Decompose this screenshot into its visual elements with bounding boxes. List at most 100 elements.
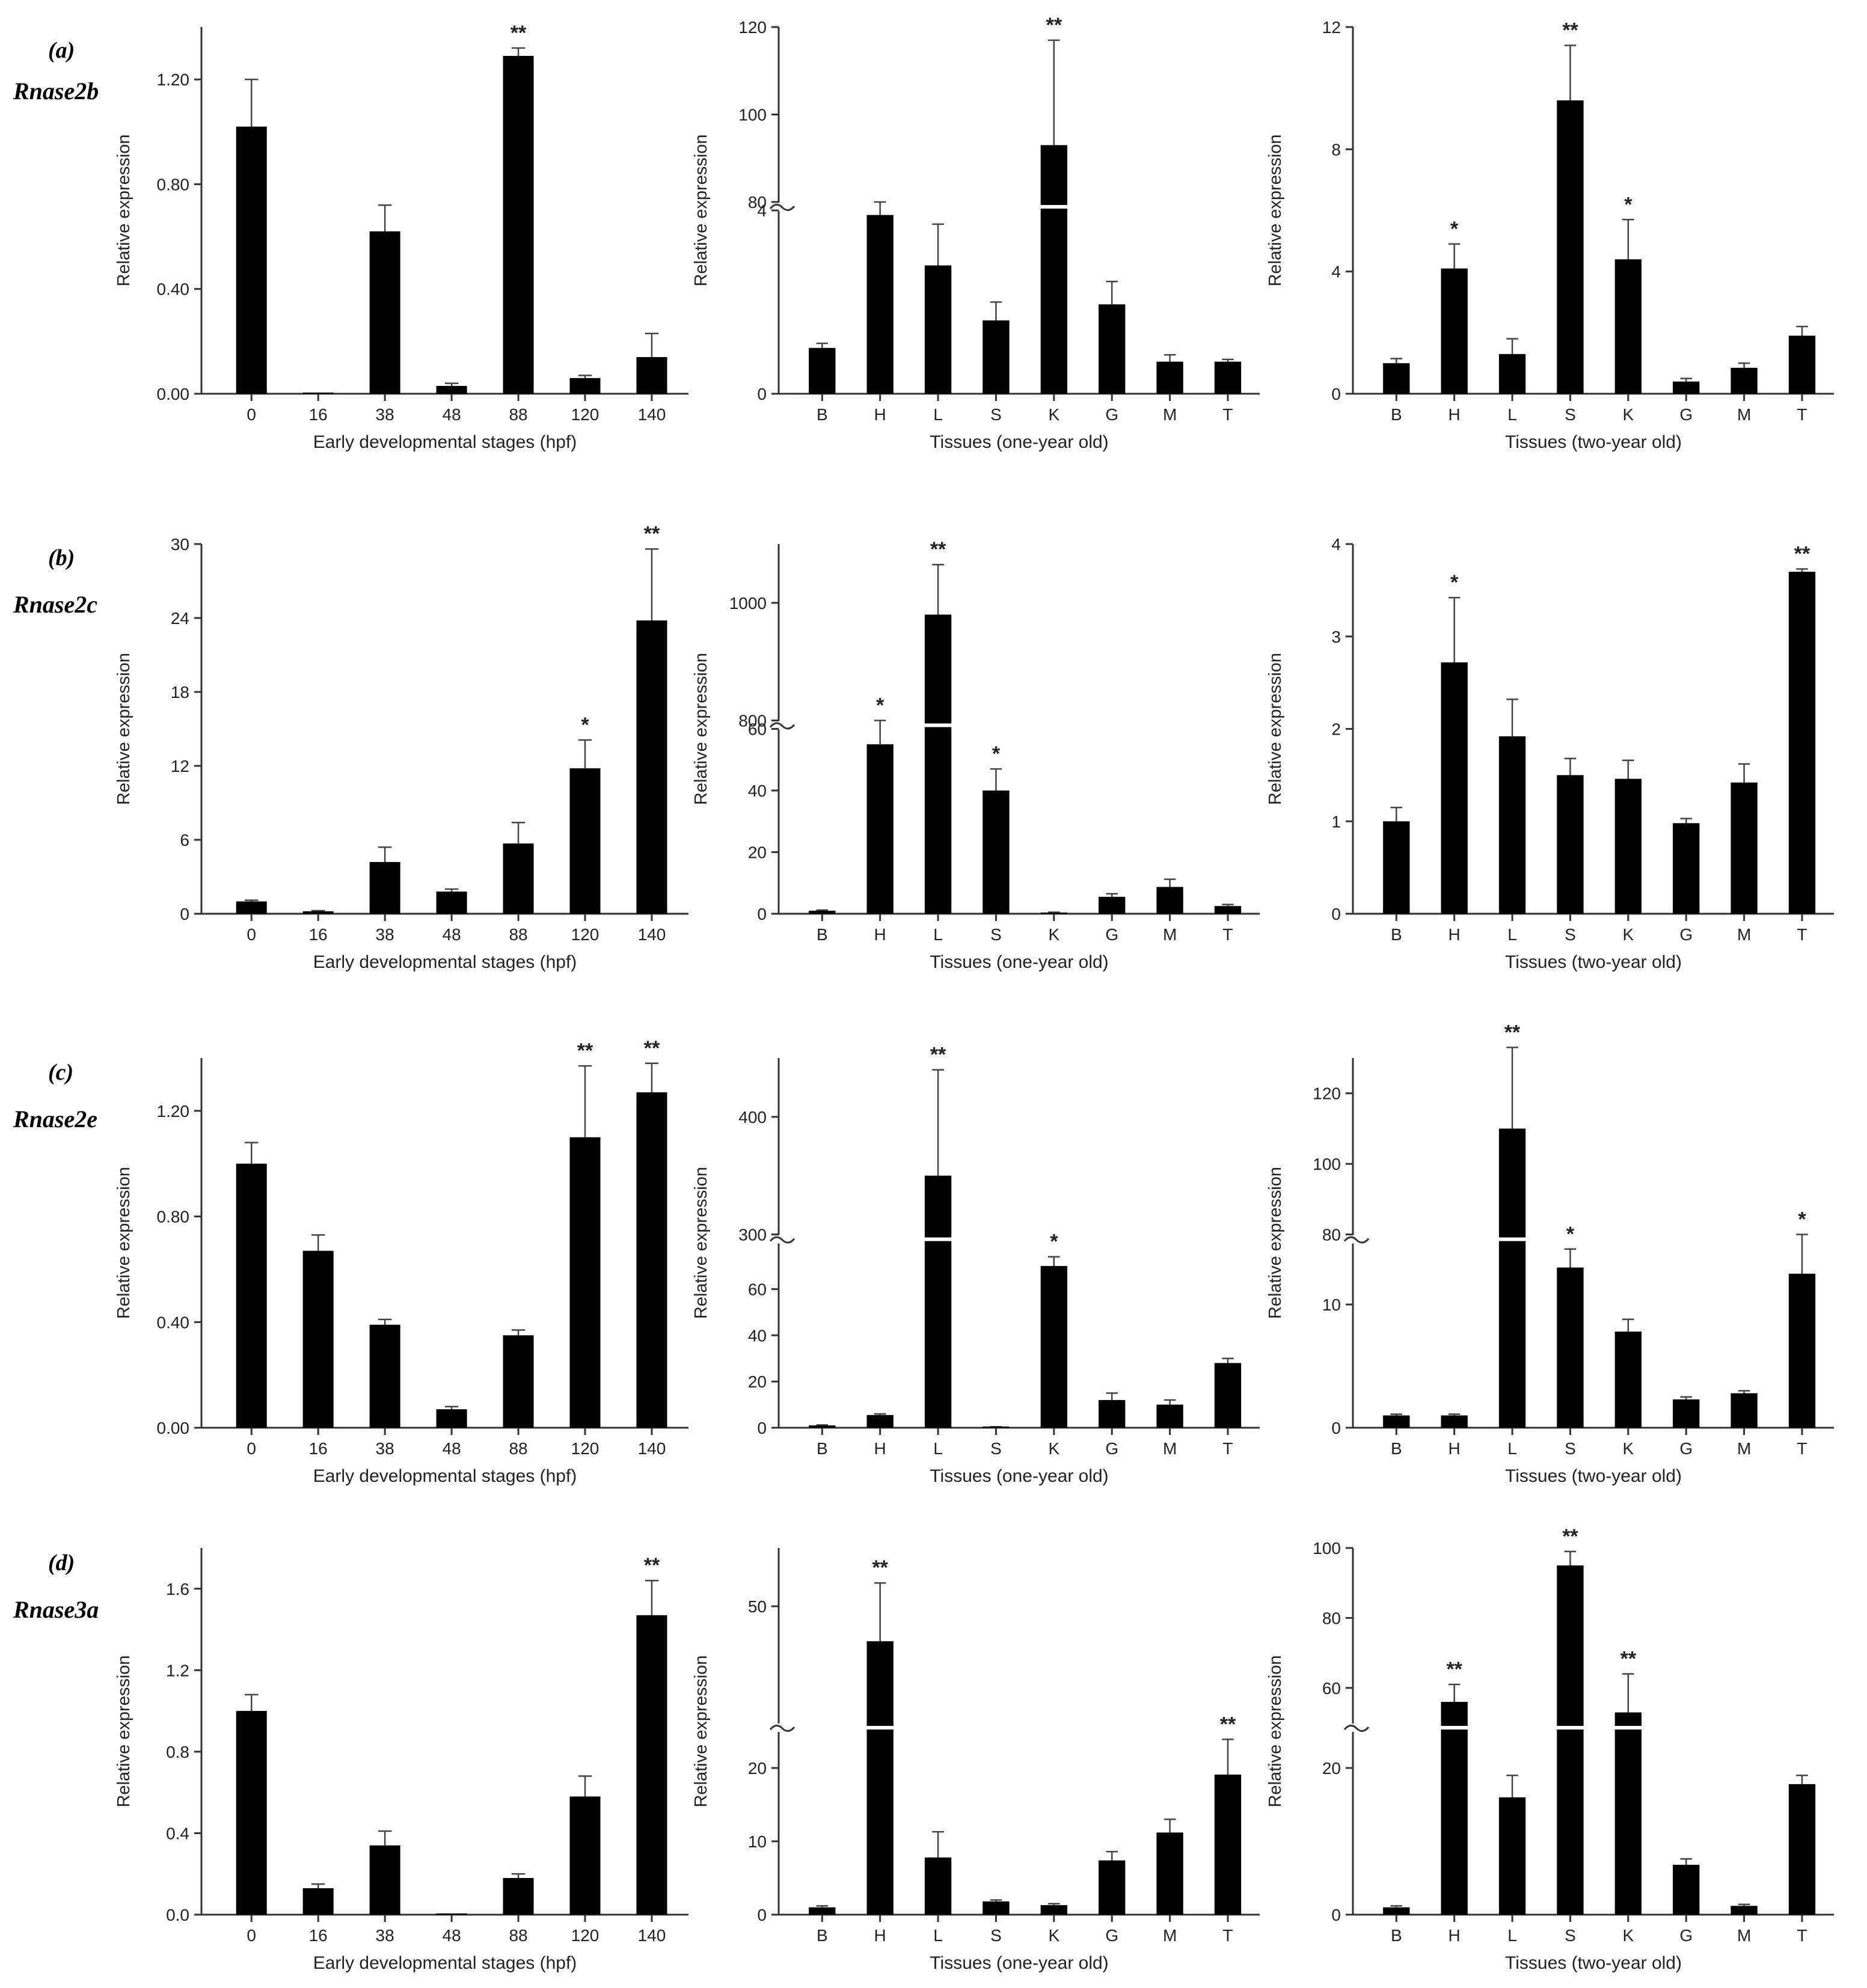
bar (866, 744, 894, 914)
x-tick-label: T (1222, 1439, 1233, 1458)
x-tick-label: G (1679, 925, 1693, 944)
bar (1731, 1393, 1758, 1428)
bar (1099, 896, 1126, 914)
bar (1788, 1784, 1816, 1915)
panel-a-2: 0 480 100 120 B H L S K ** G M T Tissues (one-year ol… (691, 14, 1260, 452)
row-gene-d: Rnase3a (13, 1596, 99, 1623)
bar (503, 55, 534, 394)
significance-marker: * (581, 714, 589, 736)
bar (1040, 145, 1067, 394)
x-tick-label: B (1391, 925, 1402, 944)
y-axis-title: Relative expression (1266, 1167, 1285, 1319)
significance-marker: ** (1046, 14, 1062, 37)
y-tick-label: 0.80 (157, 1208, 190, 1226)
bar (1441, 268, 1468, 394)
y-tick-label: 20 (748, 1759, 767, 1778)
significance-marker: ** (644, 1554, 660, 1577)
y-tick-label: 0.8 (166, 1743, 189, 1761)
x-tick-label: S (1565, 405, 1576, 424)
bar (1614, 778, 1642, 914)
bar (1788, 572, 1816, 914)
y-tick-label: 0 (180, 905, 189, 923)
x-tick-label: S (990, 405, 1002, 424)
x-tick-label: K (1622, 405, 1634, 424)
y-axis-title: Relative expression (1266, 1655, 1285, 1807)
y-axis-title: Relative expression (114, 134, 133, 286)
y-tick-label: 1 (1331, 812, 1341, 831)
bar (1040, 912, 1067, 914)
y-tick-label: 800 (738, 712, 767, 730)
significance-marker: * (1624, 193, 1632, 216)
bar (809, 1425, 836, 1428)
y-tick-label: 1.2 (166, 1661, 189, 1680)
y-tick-label: 0.00 (157, 385, 190, 403)
x-tick-label: 16 (309, 1926, 328, 1945)
bar (1156, 1832, 1183, 1915)
panel-a-3: 0 4 8 12 B H * L S ** K * G M T Tissues (two-year old) R… (1266, 18, 1834, 452)
significance-marker: ** (644, 522, 660, 545)
bar (983, 320, 1010, 394)
x-tick-label: G (1679, 1439, 1693, 1458)
bar (569, 378, 601, 394)
panel-b-3: 0 1 2 3 4 B H * L S K G M T ** Tissues (two-year old) Re… (1266, 535, 1834, 972)
row-label-a: (a) (48, 38, 75, 63)
significance-marker: ** (1504, 1021, 1521, 1044)
significance-marker: * (1450, 218, 1459, 240)
x-axis-title: Early developmental stages (hpf) (313, 432, 577, 452)
x-tick-label: 38 (376, 1926, 394, 1945)
y-axis-title: Relative expression (691, 1655, 711, 1807)
y-tick-label: 60 (748, 1280, 767, 1298)
bar (1557, 775, 1584, 914)
bar (983, 1901, 1010, 1915)
row-gene-c: Rnase2e (13, 1106, 97, 1133)
axis-break-mark (769, 204, 796, 211)
x-tick-label: K (1048, 1439, 1059, 1458)
x-tick-label: K (1048, 1926, 1059, 1945)
y-tick-label: 0 (757, 385, 767, 403)
bar (1731, 782, 1758, 914)
y-tick-label: 1.6 (166, 1580, 189, 1598)
y-tick-label: 12 (1322, 18, 1341, 37)
x-tick-label: G (1679, 1926, 1693, 1945)
x-tick-label: L (1507, 405, 1517, 424)
significance-marker: ** (1446, 1658, 1462, 1681)
bar (636, 1092, 667, 1428)
x-tick-label: H (1449, 925, 1461, 944)
x-tick-label: 0 (247, 925, 256, 944)
bar (1383, 821, 1410, 914)
x-axis-title: Early developmental stages (hpf) (313, 952, 577, 972)
x-tick-label: 0 (247, 1926, 256, 1945)
bar (1383, 1415, 1410, 1428)
x-tick-label: B (1391, 1926, 1402, 1945)
x-tick-label: M (1163, 1926, 1177, 1945)
x-tick-label: H (1449, 1439, 1461, 1458)
bar-break (1039, 205, 1068, 209)
bar (1673, 1399, 1700, 1428)
x-tick-label: 16 (309, 925, 328, 944)
significance-marker: * (1050, 1231, 1058, 1253)
y-tick-label: 50 (748, 1597, 767, 1616)
y-axis-title: Relative expression (691, 653, 711, 805)
x-tick-label: B (817, 405, 828, 424)
x-tick-label: T (1797, 1439, 1807, 1458)
y-tick-label: 0.00 (157, 1419, 190, 1437)
bar (636, 1615, 667, 1915)
bar (809, 910, 836, 914)
panel-c-2: 0 20 40 60 300 400 B H L ** S K * G M T Tissues (one-yea… (691, 1044, 1260, 1486)
x-axis-title: Early developmental stages (hpf) (313, 1953, 577, 1973)
bar (236, 126, 267, 394)
x-tick-label: 120 (571, 405, 599, 424)
bar (236, 901, 267, 914)
y-tick-label: 80 (1322, 1609, 1341, 1627)
bar (1673, 381, 1700, 394)
axis-break-mark (769, 1725, 796, 1732)
y-axis-title: Relative expression (691, 1167, 711, 1319)
x-tick-label: 0 (247, 1439, 256, 1458)
x-tick-label: M (1737, 1926, 1751, 1945)
y-tick-label: 0 (1331, 385, 1341, 403)
x-tick-label: 48 (443, 1926, 461, 1945)
x-tick-label: 0 (247, 405, 256, 424)
bar (1788, 335, 1816, 394)
y-tick-label: 0 (757, 1419, 767, 1437)
significance-marker: ** (644, 1037, 660, 1060)
